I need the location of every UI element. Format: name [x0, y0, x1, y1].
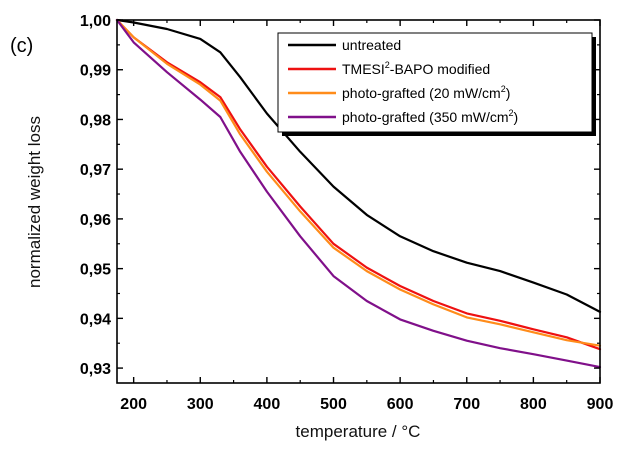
x-tick-label: 900 [587, 396, 614, 413]
y-tick-label: 0,94 [80, 311, 111, 328]
series-line-1 [115, 18, 602, 313]
plot-frame [116, 19, 601, 384]
x-tick-label: 700 [453, 396, 480, 413]
y-axis-label: normalized weight loss [25, 116, 44, 288]
x-tick-label: 500 [320, 396, 347, 413]
legend-label-4: photo-grafted (350 mW/cm2) [342, 108, 518, 125]
x-axis-label: temperature / °C [296, 422, 421, 441]
panel-label: (c) [10, 35, 33, 57]
series-lines [115, 18, 602, 369]
x-tick-label: 600 [387, 396, 414, 413]
x-tick-label: 200 [120, 396, 147, 413]
y-tick-label: 0,96 [80, 212, 111, 229]
x-tick-label: 400 [254, 396, 281, 413]
x-tick-label: 300 [187, 396, 214, 413]
series-line-3 [115, 18, 602, 347]
legend-label-3: photo-grafted (20 mW/cm2) [342, 84, 510, 101]
legend: untreated TMESI2-BAPO modified photo-graft… [277, 32, 596, 136]
y-tick-label: 0,93 [80, 361, 111, 378]
x-tick-labels: 200 300 400 500 600 700 800 900 [120, 396, 613, 413]
x-tick-label: 800 [520, 396, 547, 413]
legend-label-1: untreated [342, 37, 401, 53]
legend-label-2: TMESI2-BAPO modified [342, 60, 490, 77]
y-tick-label: 1,00 [80, 13, 111, 30]
y-tick-labels: 0,93 0,94 0,95 0,96 0,97 0,98 0,99 1,00 [80, 13, 111, 378]
y-tick-label: 0,99 [80, 63, 111, 80]
axis-ticks [117, 19, 601, 383]
series-line-2 [115, 18, 602, 351]
y-tick-label: 0,95 [80, 262, 111, 279]
y-tick-label: 0,97 [80, 162, 111, 179]
y-tick-label: 0,98 [80, 112, 111, 129]
series-line-4 [115, 18, 602, 369]
legend-box [277, 32, 593, 133]
